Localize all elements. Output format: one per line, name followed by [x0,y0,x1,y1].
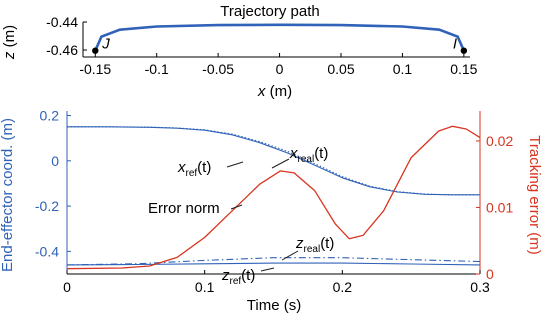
right-y-tick-label: 0.01 [486,199,513,215]
z-real-sub: real [304,244,321,255]
error-norm-leader [230,204,243,210]
left-y-label: End-effector coord. (m) [0,118,16,272]
left-y-tick-label: -0.4 [35,243,59,259]
bottom-x-tick-label: 0.1 [195,279,215,295]
right-y-tick-label: 0 [486,266,494,282]
right-y-label: Tracking error (m) [526,135,543,254]
x-real-label: xreal(t) [289,145,328,165]
x-real-leader [271,158,290,169]
annotation-x-real: xreal(t) [271,145,328,169]
series-line-0 [67,126,480,196]
top-x-label: x (m) [257,83,292,100]
left-y-tick-label: 0.2 [40,108,60,124]
top-x-label-unit: (m) [265,83,292,100]
trajectory-chart: Trajectory path -0.15 -0.1 -0.05 0 0.05 0.1 0.… [1,3,478,100]
series-line-4 [66,125,481,270]
top-y-label-var: z [1,51,18,60]
trajectory-marker-label-i: I [453,36,457,53]
z-ref-suffix: (t) [241,267,255,284]
z-real-leader [281,250,299,261]
annotation-x-ref: xref(t) [177,159,244,179]
bottom-x-tick-label: 0.3 [470,279,490,295]
series-line-2 [66,262,481,266]
top-y-label: z (m) [1,25,18,60]
z-real-base: z [295,235,304,252]
trajectory-title: Trajectory path [220,3,320,20]
left-y-tick-label: -0.2 [35,198,59,214]
z-real-suffix: (t) [320,235,334,252]
top-x-tick-label: 0.1 [393,61,413,77]
z-ref-leader [260,267,275,272]
timeseries-chart: 0 0.1 0.2 0.3-0.4-0.200.200.010.02 xref(t) … [0,108,543,314]
series-line-1 [67,126,480,196]
z-real-label: zreal(t) [295,235,334,255]
top-y-tick-label: -0.44 [46,14,78,30]
annotation-error-norm: Error norm [148,200,243,217]
top-x-tick-label: -0.15 [79,61,111,77]
x-ref-base: x [177,159,186,176]
top-y-tick-label: -0.46 [46,42,78,58]
top-y-label-unit: (m) [1,25,18,52]
series-line-3 [66,257,481,266]
bottom-x-label: Time (s) [247,297,301,314]
z-ref-label: zref(t) [221,267,255,287]
x-ref-leader [226,161,244,168]
top-ticks: -0.15 -0.1 -0.05 0 0.05 0.1 0.15 -0.46 -0.44 [46,14,478,77]
left-y-tick-label: 0 [51,153,59,169]
x-ref-suffix: (t) [197,159,211,176]
z-ref-sub: ref [230,276,242,287]
x-real-suffix: (t) [314,145,328,162]
z-ref-base: z [221,267,230,284]
top-x-tick-label: -0.1 [145,61,169,77]
top-x-label-var: x [257,83,266,100]
right-y-tick-label: 0.02 [486,133,513,149]
bottom-x-tick-label: 0.2 [333,279,353,295]
top-x-tick-label: 0.15 [450,61,477,77]
x-real-base: x [289,145,298,162]
x-ref-label: xref(t) [177,159,211,179]
top-x-tick-label: 0 [276,61,284,77]
annotation-z-real: zreal(t) [281,235,334,261]
trajectory-marker-i [460,47,468,54]
top-x-tick-label: -0.05 [202,61,234,77]
bottom-x-tick-label: 0 [63,279,71,295]
annotation-z-ref: zref(t) [221,267,275,287]
series-layer [66,125,481,270]
x-ref-sub: ref [186,168,198,179]
bottom-ticks: 0 0.1 0.2 0.3 -0.4 -0.2 0 0.2 0 0.01 0.02 [35,108,514,295]
top-x-tick-label: 0.05 [327,61,354,77]
error-norm-label: Error norm [148,200,220,217]
x-real-sub: real [298,154,315,165]
trajectory-line [94,23,466,52]
trajectory-marker-label-j: J [101,36,110,53]
trajectory-marker-j [92,47,99,54]
